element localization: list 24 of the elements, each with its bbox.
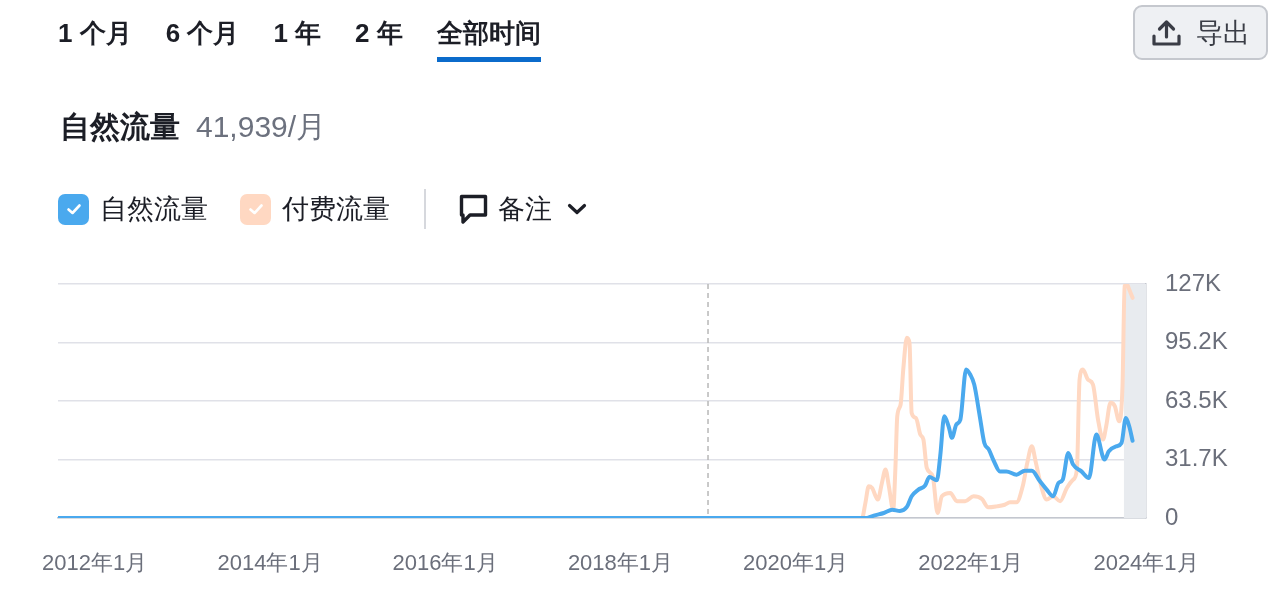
export-button: 导出	[1133, 5, 1268, 60]
y-tick-label: 63.5K	[1165, 385, 1228, 413]
chart-title: 自然流量	[60, 110, 180, 143]
text: 2 年	[355, 18, 403, 48]
text: 备注	[498, 194, 552, 224]
x-tick-label: 2012年1月	[42, 550, 148, 576]
legend-label: 付费流量	[282, 194, 390, 224]
text: 1 年	[273, 18, 322, 48]
x-tick-label: 2018年1月	[567, 550, 674, 576]
line-series	[58, 367, 1135, 518]
x-tick-label: 2016年1月	[392, 550, 498, 576]
x-tick-label: 2020年1月	[742, 550, 849, 576]
text: 全部时间	[436, 18, 541, 48]
x-tick-label: 2024年1月	[1093, 550, 1199, 576]
legend-label: 自然流量	[100, 194, 208, 224]
text: 6 个月	[165, 18, 240, 48]
y-tick-label: 0	[1165, 502, 1179, 530]
x-tick-label: 2014年1月	[217, 550, 323, 576]
text: 1 个月	[58, 18, 132, 48]
x-tick-label: 2022年1月	[918, 550, 1024, 576]
y-tick-label: 127K	[1165, 268, 1222, 296]
y-tick-label: 31.7K	[1165, 444, 1228, 472]
chart-subtitle: 41,939/月	[196, 110, 327, 143]
y-tick-label: 95.2K	[1165, 327, 1228, 355]
